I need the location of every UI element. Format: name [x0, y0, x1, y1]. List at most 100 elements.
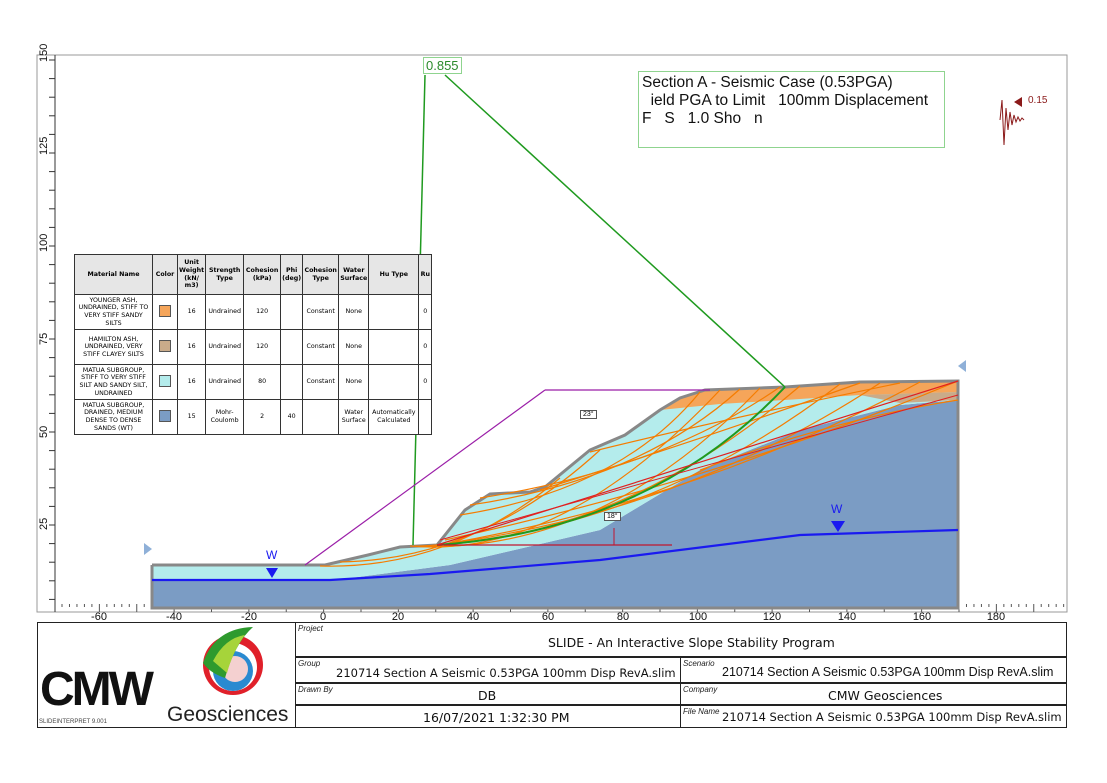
water-marker-icon: [266, 568, 278, 578]
boundary-marker-icon: [958, 360, 966, 372]
cell-color: [152, 399, 178, 435]
angle-label: 18°: [604, 512, 621, 521]
logo-text: CMW: [40, 663, 154, 716]
angle-line: [436, 380, 959, 546]
logo-subtext: Geosciences: [167, 703, 289, 726]
cell-water-surface: None: [338, 364, 370, 400]
cell-strength-type: Mohr-Coulomb: [205, 399, 245, 435]
x-tick-label: 160: [912, 611, 932, 623]
cell-phi: 40: [280, 399, 304, 435]
company-label: Company: [683, 685, 718, 694]
cell-water-surface: Water Surface: [338, 399, 370, 435]
cell-name: YOUNGER ASH, UNDRAINED, STIFF TO VERY ST…: [74, 294, 153, 330]
cell-color: [152, 329, 178, 365]
water-label: W: [266, 548, 278, 562]
column-header: Ru: [418, 254, 433, 295]
plot-frame: [36, 54, 1068, 613]
table-row: YOUNGER ASH, UNDRAINED, STIFF TO VERY ST…: [74, 294, 433, 330]
column-header: Strength Type: [205, 254, 245, 295]
cell-ru: 0: [418, 364, 433, 400]
y-tick-label: 75: [38, 332, 50, 345]
scenario-cell: [680, 657, 1067, 683]
column-header: Color: [152, 254, 178, 295]
analysis-title-box: Section A - Seismic Case (0.53PGA) ield …: [638, 71, 945, 148]
cell-cohesion-type: Constant: [302, 329, 340, 365]
cell-name: HAMILTON ASH, UNDRAINED, VERY STIFF CLAY…: [74, 329, 153, 365]
cell-name: MATUA SUBGROUP, DRAINED, MEDIUM DENSE TO…: [74, 399, 153, 435]
cell-cohesion-type: Constant: [302, 294, 340, 330]
water-table: [152, 528, 959, 582]
company-cell: [680, 683, 1067, 705]
cell-unit-weight: 16: [176, 364, 207, 400]
drawn-by-value: DB: [478, 688, 497, 703]
y-axis-ticks: [49, 59, 55, 600]
boundary-marker-icon: [144, 543, 152, 555]
column-header: Unit Weight (kN/ m3): [176, 254, 207, 295]
x-tick-label: 100: [688, 611, 708, 623]
x-tick-label: -20: [241, 611, 257, 623]
column-header: Phi (deg): [280, 254, 304, 295]
project-value: SLIDE - An Interactive Slope Stability P…: [548, 635, 835, 650]
cell-strength-type: Undrained: [205, 294, 245, 330]
y-tick-label: 100: [38, 233, 50, 252]
cell-ru: 0: [418, 294, 433, 330]
x-tick-label: 140: [837, 611, 857, 623]
file-name-value: 210714 Section A Seismic 0.53PGA 100mm D…: [722, 710, 1062, 724]
cell-phi: [280, 364, 304, 400]
scenario-value: 210714 Section A Seismic 0.53PGA 100mm D…: [722, 665, 1054, 679]
cell-water-surface: None: [338, 329, 370, 365]
seismic-arrow-icon: [1014, 97, 1022, 107]
seismic-load-value: 0.15: [1028, 95, 1048, 106]
fs-leader-line: [444, 74, 786, 388]
y-tick-label: 50: [38, 425, 50, 438]
y-tick-label: 125: [38, 136, 50, 155]
cell-cohesion: 120: [243, 329, 282, 365]
cell-ru: [418, 399, 433, 435]
cell-ru: 0: [418, 329, 433, 365]
cell-cohesion: 2: [243, 399, 282, 435]
ground-surface: [150, 379, 960, 610]
group-label: Group: [298, 659, 321, 668]
cell-strength-type: Undrained: [205, 364, 245, 400]
column-header: Cohesion (kPa): [243, 254, 282, 295]
cell-phi: [280, 329, 304, 365]
angle-label: 23°: [580, 410, 597, 419]
water-marker-icon: [831, 521, 845, 532]
cell-cohesion-type: Constant: [302, 364, 340, 400]
column-header: Material Name: [74, 254, 153, 295]
cell-phi: [280, 294, 304, 330]
column-header: Hu Type: [368, 254, 420, 295]
layer-hamilton-ash: [860, 392, 958, 403]
color-swatch: [159, 339, 171, 352]
x-tick-label: 80: [616, 611, 630, 623]
cell-unit-weight: 16: [176, 294, 207, 330]
column-header: Water Surface: [338, 254, 370, 295]
file-name-label: File Name: [683, 707, 720, 716]
project-label: Project: [298, 624, 323, 633]
title-line: Section A - Seismic Case (0.53PGA): [642, 74, 893, 91]
column-header: Cohesion Type: [302, 254, 340, 295]
drawn-by-label: Drawn By: [298, 685, 333, 694]
cell-color: [152, 294, 178, 330]
table-row: HAMILTON ASH, UNDRAINED, VERY STIFF CLAY…: [74, 329, 433, 365]
cell-strength-type: Undrained: [205, 329, 245, 365]
title-line: F S 1.0 Sho n: [642, 110, 763, 127]
group-value: 210714 Section A Seismic 0.53PGA 100mm D…: [336, 666, 676, 680]
critical-slip-surface: [436, 386, 786, 546]
cell-cohesion: 80: [243, 364, 282, 400]
color-swatch: [159, 374, 171, 387]
x-tick-label: -60: [91, 611, 107, 623]
y-tick-label: 150: [38, 43, 50, 62]
x-tick-label: 40: [466, 611, 480, 623]
cell-water-surface: None: [338, 294, 370, 330]
x-tick-label: 20: [391, 611, 405, 623]
version-label: SLIDEINTERPRET 9.001: [39, 719, 107, 725]
table-row: MATUA SUBGROUP, DRAINED, MEDIUM DENSE TO…: [74, 399, 433, 435]
company-value: CMW Geosciences: [828, 688, 943, 703]
date-value: 16/07/2021 1:32:30 PM: [423, 710, 570, 725]
y-tick-label: 25: [38, 517, 50, 530]
color-swatch: [159, 409, 171, 422]
cell-name: MATUA SUBGROUP, STIFF TO VERY STIFF SILT…: [74, 364, 153, 400]
x-tick-label: 0: [319, 611, 327, 623]
